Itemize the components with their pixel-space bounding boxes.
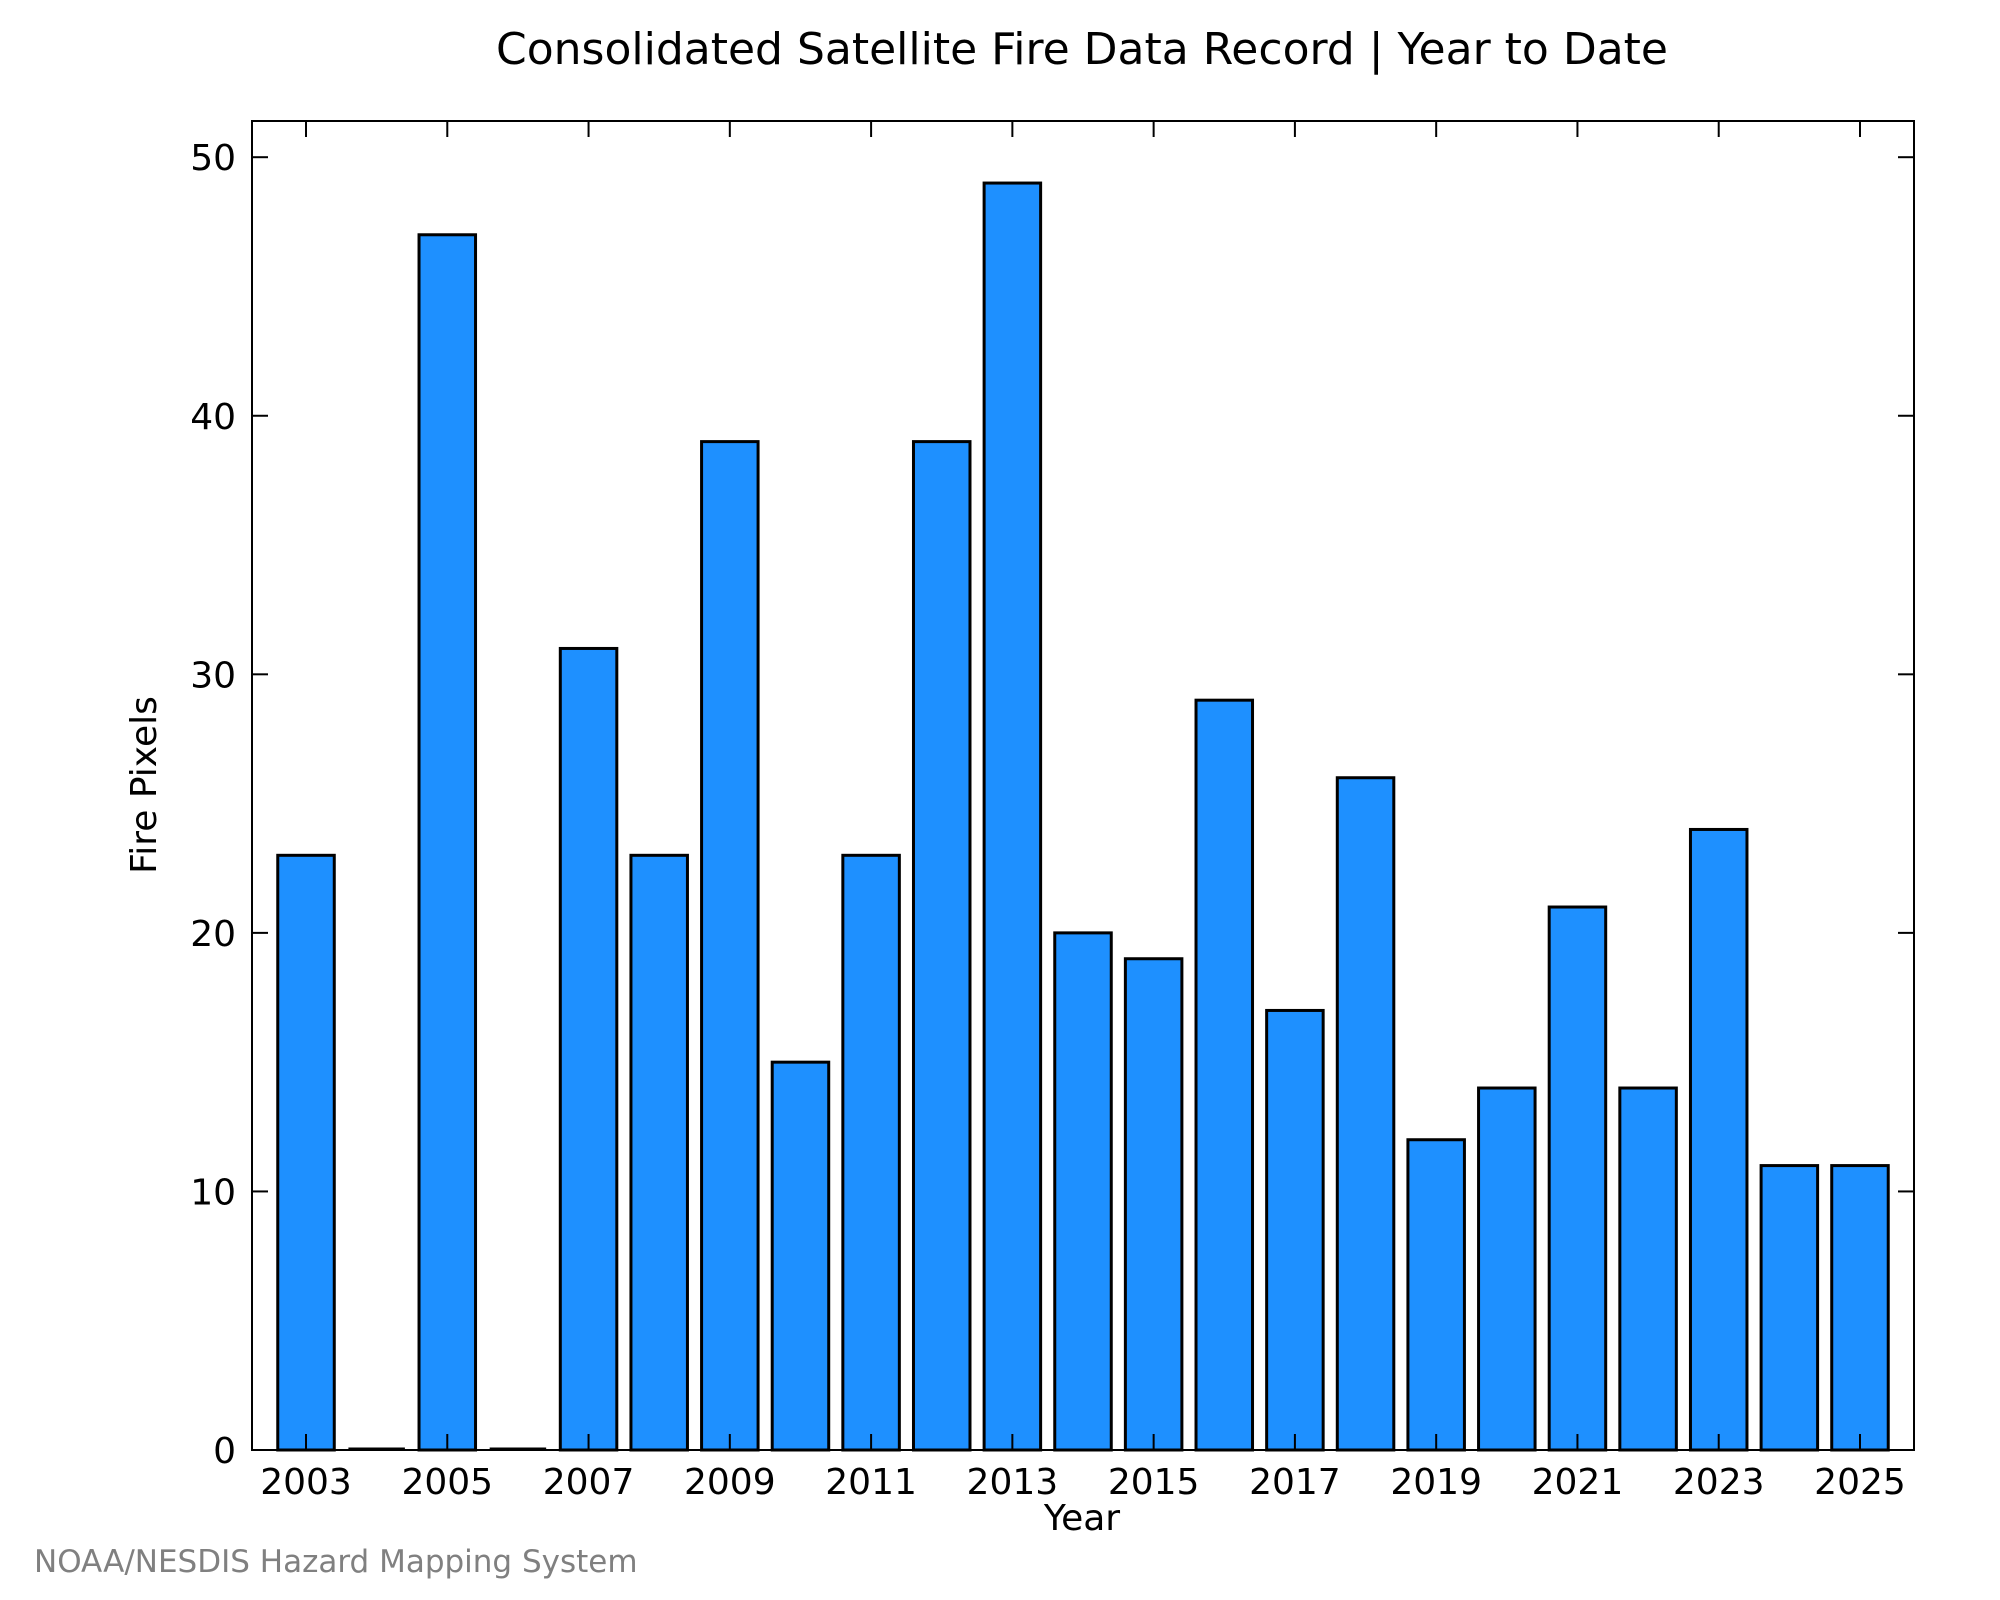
x-axis: 2003 2005 2007 2009 2011 2013 2015 2017 2019 2021…: [260, 121, 1906, 1503]
y-axis-label: Fire Pixels: [124, 696, 165, 874]
bar-2005: [417, 233, 478, 1452]
y-tick-label-0: 0: [213, 1431, 236, 1472]
x-tick-label-2025: 2025: [1814, 1462, 1906, 1503]
x-tick-label-2011: 2011: [825, 1462, 917, 1503]
bar-2023: [1688, 827, 1749, 1452]
y-tick-label-20: 20: [190, 914, 236, 955]
x-tick-label-2013: 2013: [967, 1462, 1059, 1503]
y-axis: 0 10 20 30 40 50: [190, 138, 1914, 1472]
bar-2012: [911, 440, 972, 1452]
x-tick-label-2005: 2005: [401, 1462, 493, 1503]
bar-2009: [700, 440, 760, 1452]
data-source-credit: NOAA/NESDIS Hazard Mapping System: [34, 1544, 638, 1580]
x-tick-label-2019: 2019: [1390, 1462, 1482, 1503]
bar-2018: [1335, 776, 1396, 1452]
x-axis-label: Year: [1043, 1498, 1120, 1539]
x-tick-label-2023: 2023: [1673, 1462, 1765, 1503]
bar-2003: [276, 853, 336, 1452]
x-tick-label-2015: 2015: [1108, 1462, 1200, 1503]
bar-2020: [1477, 1086, 1537, 1452]
y-tick-label-30: 30: [190, 655, 236, 696]
bar-2011: [841, 853, 901, 1452]
bar-2010: [770, 1060, 831, 1452]
x-tick-label-2021: 2021: [1532, 1462, 1624, 1503]
bar-2019: [1406, 1138, 1466, 1452]
x-tick-label-2007: 2007: [543, 1462, 635, 1503]
bar-2014: [1053, 931, 1113, 1452]
y-tick-label-50: 50: [190, 138, 236, 179]
bar-2021: [1547, 905, 1608, 1452]
bar-2016: [1194, 698, 1255, 1452]
y-tick-label-10: 10: [190, 1172, 236, 1213]
bar-2017: [1265, 1008, 1325, 1452]
chart-title: Consolidated Satellite Fire Data Record …: [496, 24, 1668, 75]
bar-2013: [982, 181, 1043, 1452]
bar-2015: [1123, 957, 1184, 1452]
bar-2024: [1759, 1164, 1820, 1452]
bar-2007: [558, 646, 619, 1452]
y-tick-label-40: 40: [190, 397, 236, 438]
bar-2025: [1830, 1164, 1890, 1452]
x-tick-label-2009: 2009: [684, 1462, 776, 1503]
bars-group: [276, 181, 1890, 1452]
bar-2008: [629, 853, 689, 1452]
bar-2022: [1618, 1086, 1678, 1452]
x-tick-label-2017: 2017: [1249, 1462, 1341, 1503]
x-tick-label-2003: 2003: [260, 1462, 352, 1503]
